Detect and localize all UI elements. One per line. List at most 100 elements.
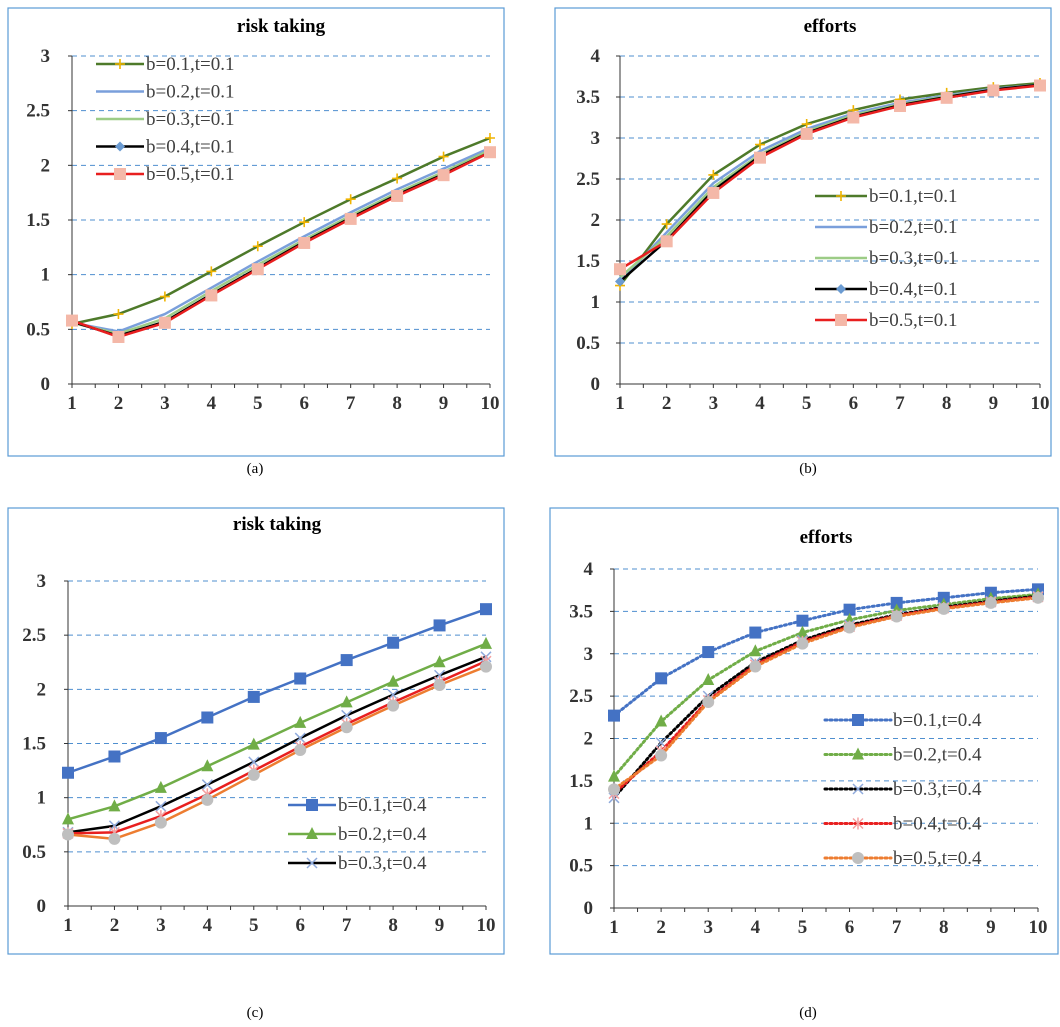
y-tick-label: 2 (37, 679, 47, 700)
data-point (480, 603, 492, 616)
series-line-1 (619, 81, 1041, 287)
legend-entry-label: b=0.3,t=0.1 (146, 109, 234, 130)
data-point (1034, 79, 1046, 92)
chart-title: efforts (800, 527, 853, 548)
y-tick-label: 2 (41, 155, 51, 176)
chart-panel-a: risk taking 0 0.5 1 1.5 2 2.5 3 1 2 3 4 5 6 7 8 9 10 b=0.1… (7, 7, 505, 457)
x-tick-label: 10 (481, 393, 500, 414)
x-tick-label: 3 (709, 393, 719, 414)
data-point (159, 291, 170, 302)
data-point (155, 800, 167, 812)
x-tick-label: 2 (656, 917, 666, 938)
data-point (247, 690, 260, 703)
data-point (158, 316, 171, 329)
legend-entry-label: b=0.1,t=0.4 (893, 710, 982, 731)
legend-entry-label: b=0.4,t=0.1 (869, 279, 957, 300)
data-point (608, 783, 620, 796)
data-point (749, 644, 762, 657)
data-point (608, 769, 620, 782)
x-tick-label: 5 (798, 917, 808, 938)
data-point (294, 672, 307, 685)
data-point (660, 235, 673, 248)
y-tick-label: 0.5 (26, 319, 50, 340)
legend-entry-label: b=0.3,t=0.4 (893, 779, 982, 800)
y-tick-label: 2.5 (22, 625, 46, 646)
y-tick-label: 0 (591, 374, 601, 395)
data-point (796, 637, 809, 650)
y-tick-label: 1.5 (26, 210, 50, 231)
x-tick-label: 6 (845, 917, 855, 938)
x-tick-label: 3 (703, 917, 713, 938)
x-tick-label: 7 (895, 393, 905, 414)
y-tick-label: 2.5 (26, 101, 50, 122)
x-tick-label: 4 (755, 393, 765, 414)
caption-c: (c) (247, 1005, 264, 1021)
data-point (248, 756, 260, 768)
y-tick-label: 0 (584, 898, 594, 919)
chart-frame (554, 7, 1052, 457)
data-point (702, 646, 715, 659)
legend-entry-label: b=0.2,t=0.1 (869, 217, 957, 238)
y-tick-label: 0 (37, 896, 47, 917)
data-point (112, 330, 125, 343)
data-point (154, 780, 167, 793)
series-line-2 (612, 592, 1040, 779)
data-point (661, 219, 672, 230)
y-tick-label: 3.5 (576, 87, 600, 108)
x-tick-label: 3 (160, 393, 170, 414)
x-tick-label: 6 (299, 393, 309, 414)
data-point (108, 832, 121, 845)
legend-entry-label: b=0.1,t=0.1 (146, 54, 234, 75)
y-tick-label: 1 (41, 265, 51, 286)
data-point (294, 744, 307, 756)
data-point (387, 636, 400, 649)
legend-entry-label: b=0.2,t=0.4 (338, 824, 427, 845)
data-point (205, 289, 218, 302)
data-point (251, 263, 264, 276)
data-point (707, 186, 720, 199)
series-line-4 (67, 660, 487, 835)
chart-frame (549, 507, 1059, 955)
x-tick-label: 1 (63, 915, 73, 936)
data-point (796, 625, 809, 638)
x-tick-label: 2 (110, 915, 120, 936)
data-point (201, 759, 214, 772)
data-point (984, 596, 997, 609)
data-point (708, 169, 719, 180)
x-tick-label: 8 (942, 393, 952, 414)
legend-entry-label: b=0.1,t=0.4 (338, 795, 427, 816)
data-point (433, 679, 446, 691)
data-point (294, 715, 307, 728)
legend-entry-label: b=0.2,t=0.4 (893, 745, 982, 766)
data-point (294, 732, 306, 744)
x-tick-label: 2 (662, 393, 672, 414)
data-point (113, 309, 124, 320)
data-point (702, 673, 715, 686)
data-point (801, 119, 812, 130)
y-tick-label: 3 (584, 644, 594, 665)
legend-entry-label: b=0.5,t=0.1 (869, 310, 957, 331)
data-point (608, 709, 620, 722)
data-point (392, 173, 403, 184)
x-tick-label: 1 (615, 393, 625, 414)
data-point (894, 100, 906, 113)
y-tick-label: 1.5 (22, 734, 46, 755)
x-tick-label: 8 (388, 915, 398, 936)
data-point (247, 768, 260, 781)
chart-panel-d: efforts 0 0.5 1 1.5 2 2.5 3 3.5 4 1 2 3 4 5 6 7 8 9 10 b=0.1… (549, 507, 1059, 955)
x-tick-label: 1 (67, 393, 77, 414)
data-point (345, 194, 356, 205)
data-point (754, 151, 766, 164)
x-tick-label: 2 (114, 393, 124, 414)
series-line-3 (67, 655, 487, 834)
x-tick-label: 8 (392, 393, 402, 414)
legend-entry-label: b=0.5,t=0.1 (146, 164, 234, 185)
data-point (62, 812, 74, 825)
data-point (749, 660, 762, 673)
series-line-1 (67, 607, 487, 774)
series-line-2 (67, 642, 487, 821)
x-tick-label: 3 (156, 915, 166, 936)
y-tick-label: 1 (584, 813, 594, 834)
legend-marker (115, 59, 125, 69)
